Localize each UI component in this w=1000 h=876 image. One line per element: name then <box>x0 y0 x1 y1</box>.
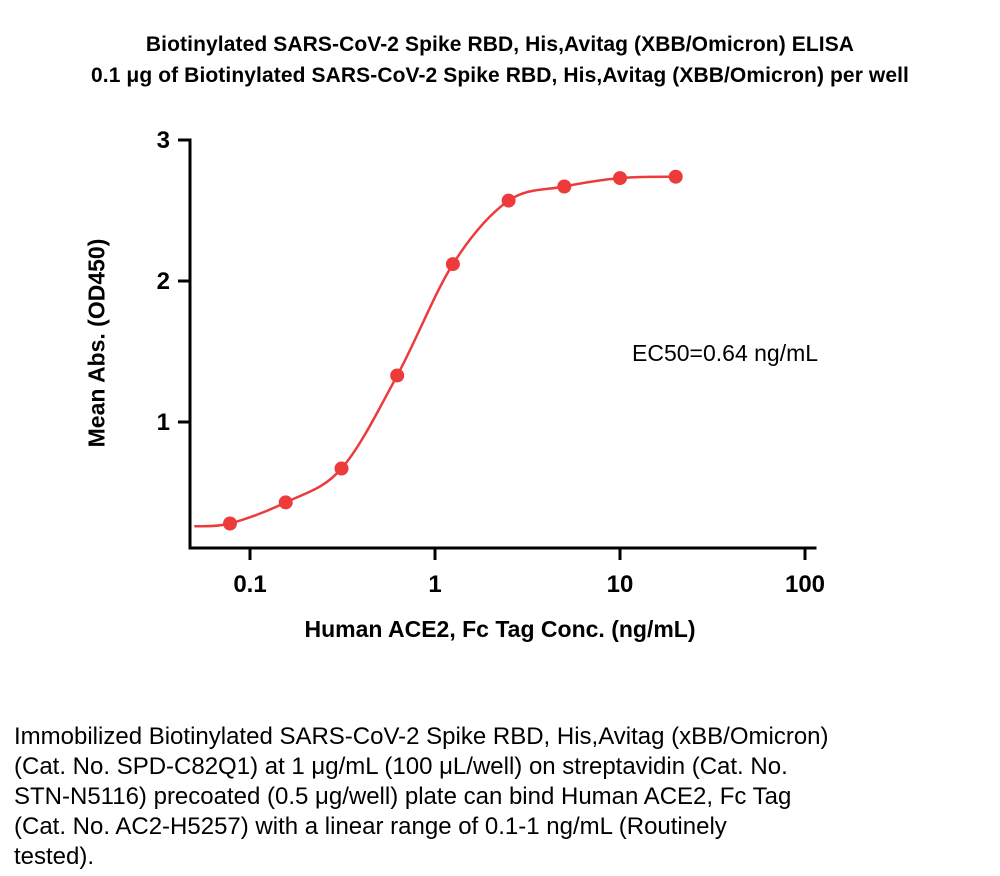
x-tick-label: 0.1 <box>233 571 266 598</box>
x-tick-label: 1 <box>428 571 441 598</box>
data-point <box>501 193 516 208</box>
data-point <box>445 257 460 272</box>
x-tick-label: 10 <box>607 571 634 598</box>
x-axis-label: Human ACE2, Fc Tag Conc. (ng/mL) <box>304 616 696 642</box>
elisa-dose-response-chart: 1 2 3 0.1 1 10 100 <box>157 127 825 598</box>
x-tick-label: 100 <box>785 571 825 598</box>
data-point <box>613 171 627 186</box>
caption-line: (Cat. No. AC2-H5257) with a linear range… <box>14 813 727 840</box>
fit-curve <box>194 175 676 528</box>
data-point <box>668 169 683 184</box>
chart-title-line1: Biotinylated SARS-CoV-2 Spike RBD, His,A… <box>145 33 855 56</box>
data-point <box>390 368 405 383</box>
y-tick-label: 3 <box>157 127 170 154</box>
y-tick-label: 1 <box>157 409 170 436</box>
data-point <box>278 495 293 510</box>
axes <box>188 138 817 550</box>
chart-title-line2: 0.1 μg of Biotinylated SARS-CoV-2 Spike … <box>90 64 909 87</box>
caption-line: Immobilized Biotinylated SARS-CoV-2 Spik… <box>14 723 829 750</box>
y-tick-label: 2 <box>157 268 170 295</box>
caption-line: (Cat. No. SPD-C82Q1) at 1 μg/mL (100 μL/… <box>14 753 788 780</box>
caption-line: tested). <box>14 843 95 870</box>
caption-line: STN-N5116) precoated (0.5 μg/well) plate… <box>14 783 792 810</box>
data-point <box>557 179 572 194</box>
ec50-annotation: EC50=0.64 ng/mL <box>632 340 819 366</box>
data-point <box>334 461 349 476</box>
figure-caption: Immobilized Biotinylated SARS-CoV-2 Spik… <box>14 722 989 872</box>
y-axis-label: Mean Abs. (OD450) <box>83 238 110 448</box>
data-point <box>223 516 237 531</box>
